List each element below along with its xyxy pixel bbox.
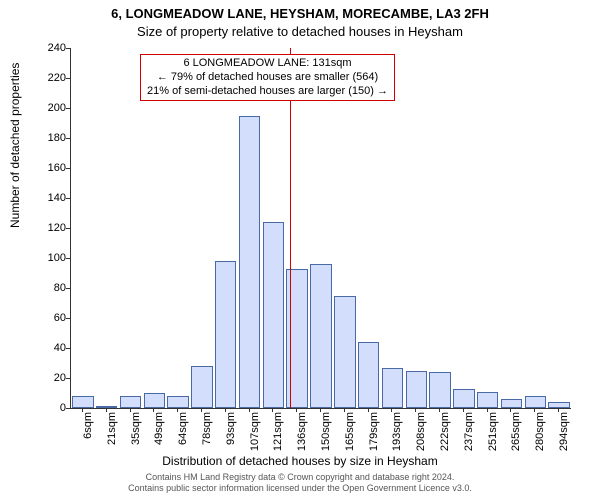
histogram-bar	[358, 342, 379, 408]
callout-line: ← 79% of detached houses are smaller (56…	[147, 71, 388, 85]
histogram-bar	[406, 371, 427, 409]
histogram-bar	[215, 261, 236, 408]
y-tick-label: 200	[48, 102, 66, 114]
y-tick-label: 140	[48, 192, 66, 204]
histogram-bar	[120, 396, 141, 408]
histogram-bar	[167, 396, 188, 408]
y-tick-label: 160	[48, 162, 66, 174]
chart-title-main: 6, LONGMEADOW LANE, HEYSHAM, MORECAMBE, …	[0, 6, 600, 21]
y-tick-label: 40	[54, 342, 66, 354]
x-axis-label: Distribution of detached houses by size …	[0, 454, 600, 468]
footer-line1: Contains HM Land Registry data © Crown c…	[0, 472, 600, 483]
plot-area: 6 LONGMEADOW LANE: 131sqm← 79% of detach…	[70, 48, 571, 409]
y-tick-label: 180	[48, 132, 66, 144]
y-tick-label: 60	[54, 312, 66, 324]
histogram-bar	[453, 389, 474, 409]
y-tick-label: 240	[48, 42, 66, 54]
marker-line	[290, 48, 291, 408]
histogram-bar	[477, 392, 498, 409]
y-tick-label: 80	[54, 282, 66, 294]
histogram-bar	[525, 396, 546, 408]
histogram-bar	[501, 399, 522, 408]
histogram-bar	[382, 368, 403, 409]
chart-title-sub: Size of property relative to detached ho…	[0, 24, 600, 39]
histogram-bar	[191, 366, 212, 408]
callout-line: 6 LONGMEADOW LANE: 131sqm	[147, 57, 388, 71]
histogram-bar	[144, 393, 165, 408]
footer-text: Contains HM Land Registry data © Crown c…	[0, 472, 600, 494]
callout-line: 21% of semi-detached houses are larger (…	[147, 85, 388, 99]
histogram-bar	[334, 296, 355, 409]
y-tick-label: 100	[48, 252, 66, 264]
footer-line2: Contains public sector information licen…	[0, 483, 600, 494]
y-axis-label: Number of detached properties	[8, 63, 22, 228]
callout-box: 6 LONGMEADOW LANE: 131sqm← 79% of detach…	[140, 54, 395, 101]
chart-container: 6, LONGMEADOW LANE, HEYSHAM, MORECAMBE, …	[0, 0, 600, 500]
histogram-bar	[72, 396, 93, 408]
histogram-bar	[429, 372, 450, 408]
histogram-bar	[96, 406, 117, 408]
histogram-bar	[310, 264, 331, 408]
y-tick-label: 20	[54, 372, 66, 384]
y-tick-label: 120	[48, 222, 66, 234]
y-tick-label: 220	[48, 72, 66, 84]
histogram-bar	[263, 222, 284, 408]
histogram-bar	[239, 116, 260, 409]
